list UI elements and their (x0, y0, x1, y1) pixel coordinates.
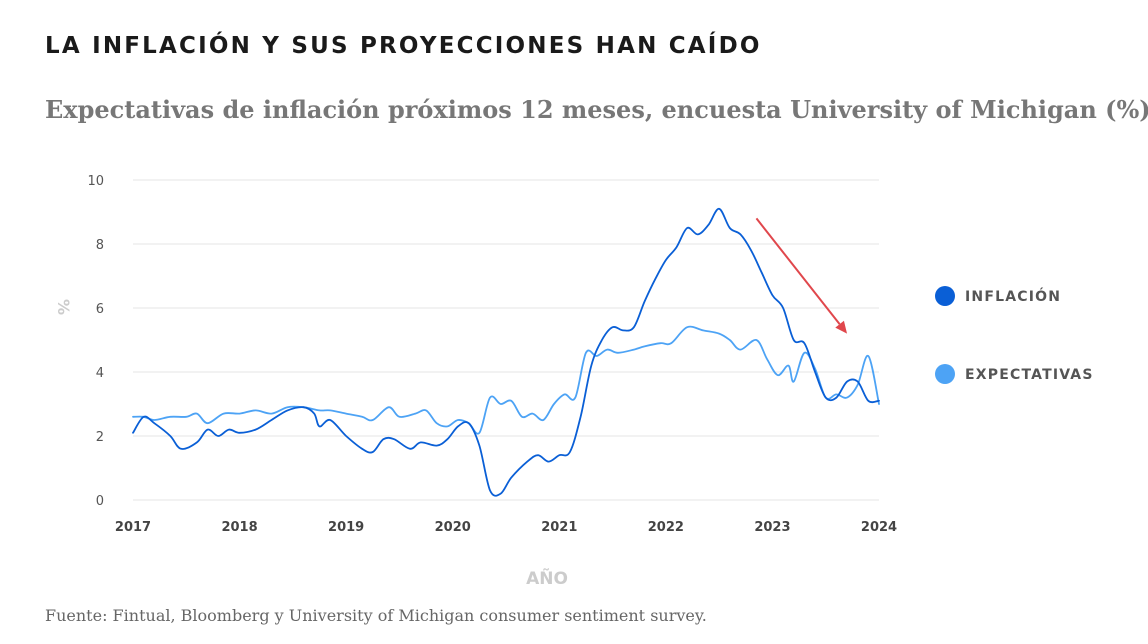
chart-title: LA INFLACIÓN Y SUS PROYECCIONES HAN CAÍD… (45, 33, 762, 59)
x-tick-label-2017: 2017 (115, 520, 151, 535)
x-tick-labels: 2017 2018 2019 2020 2021 2022 2023 2024 (115, 520, 897, 535)
annotations (755, 217, 848, 334)
x-tick-label-2020: 2020 (435, 520, 471, 535)
y-tick-label-8: 8 (96, 238, 104, 253)
line-chart: 0 2 4 6 8 10 2017 2018 2019 2020 2021 2022 2023 2024… (54, 174, 1094, 589)
y-tick-label-6: 6 (96, 302, 104, 317)
chart-subtitle: Expectativas de inflación próximos 12 me… (45, 95, 1148, 124)
legend: INFLACIÓN EXPECTATIVAS (935, 286, 1094, 384)
legend-label-expectativas: EXPECTATIVAS (965, 367, 1094, 383)
legend-marker-expectativas (935, 364, 955, 384)
gridlines (133, 179, 879, 501)
series-line-inflacion (132, 207, 880, 497)
x-tick-label-2024: 2024 (861, 520, 897, 535)
x-axis-label: AÑO (526, 566, 568, 589)
y-tick-label-10: 10 (87, 174, 104, 189)
y-tick-labels: 0 2 4 6 8 10 (87, 174, 104, 509)
x-tick-label-2022: 2022 (648, 520, 684, 535)
trend-arrow-head (835, 320, 848, 334)
source-note: Fuente: Fintual, Bloomberg y University … (45, 606, 707, 625)
series-line-expectativas (132, 325, 880, 435)
legend-marker-inflacion (935, 286, 955, 306)
y-tick-label-2: 2 (96, 430, 104, 445)
x-tick-label-2023: 2023 (754, 520, 790, 535)
legend-label-inflacion: INFLACIÓN (965, 287, 1061, 305)
x-tick-label-2018: 2018 (221, 520, 257, 535)
x-tick-label-2021: 2021 (541, 520, 577, 535)
x-tick-label-2019: 2019 (328, 520, 364, 535)
y-tick-label-0: 0 (96, 494, 104, 509)
y-tick-label-4: 4 (96, 366, 104, 381)
y-axis-label: % (54, 299, 73, 315)
series-lines (132, 207, 880, 497)
trend-arrow-line (755, 217, 841, 325)
